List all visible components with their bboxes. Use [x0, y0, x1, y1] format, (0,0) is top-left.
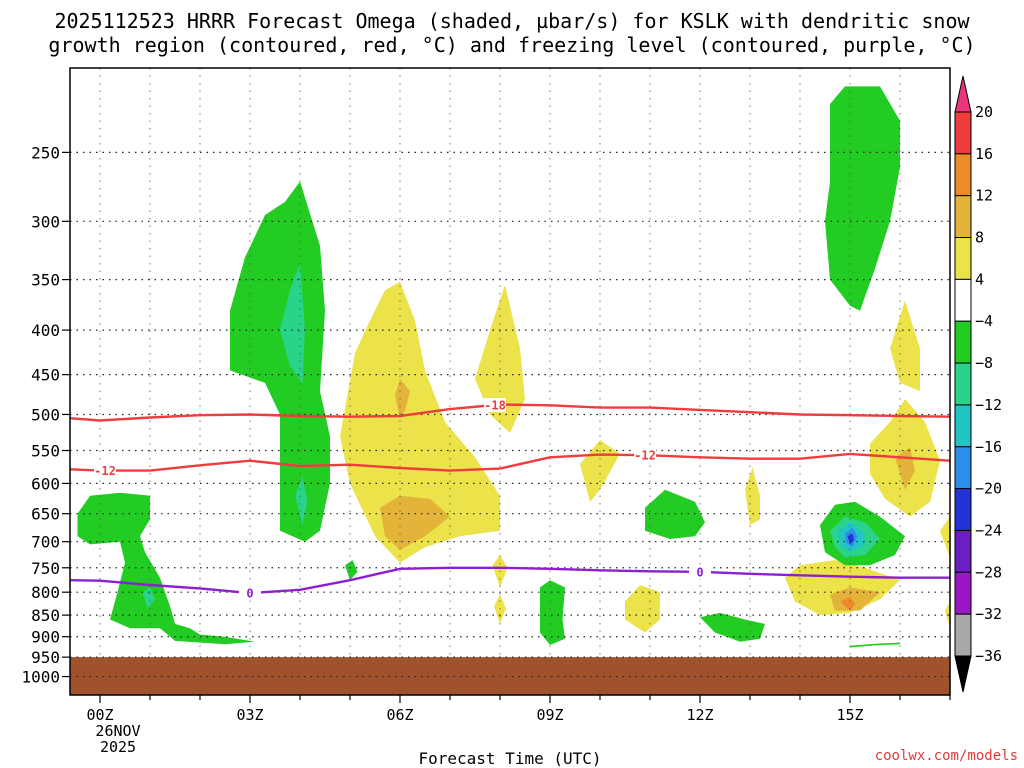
label-zero-a: 0 [246, 587, 253, 601]
omega-region-orange-15z-low [830, 587, 880, 611]
omega-region-green-05z [345, 560, 358, 581]
y-tick-label-800: 800 [31, 583, 60, 602]
colorbar-segment-6 [954, 320, 972, 364]
colorbar-label-1: 16 [975, 145, 993, 163]
y-tick-label-1000: 1000 [21, 668, 60, 687]
y-tick-label-500: 500 [31, 405, 60, 424]
omega-region-green-11z [645, 489, 705, 539]
colorbar-label-4: 4 [975, 270, 984, 288]
colorbar-label-6: −8 [975, 354, 993, 372]
x-axis-label: Forecast Time (UTC) [418, 749, 601, 768]
y-tick-label-900: 900 [31, 628, 60, 647]
colorbar-label-13: −36 [975, 647, 1002, 665]
y-tick-label-750: 750 [31, 559, 60, 578]
x-tick-label-03Z: 03Z [236, 706, 263, 724]
colorbar-label-2: 12 [975, 187, 993, 205]
y-tick-label-250: 250 [31, 143, 60, 162]
omega-region-cyan-00z [142, 587, 155, 609]
colorbar-segment-7 [954, 362, 972, 406]
label-zero-b-bg [689, 564, 711, 579]
dgz-minus12-line [70, 452, 950, 472]
footer-site: coolwx.com/models [875, 748, 1018, 764]
omega-region-yellow-17z-a [940, 516, 950, 558]
omega-region-yellow-11z [625, 585, 660, 633]
freezing-level-line [70, 566, 950, 595]
omega-region-green-00z [77, 492, 255, 645]
x-tick-label-06Z: 06Z [386, 706, 413, 724]
colorbar: 20 16 12 8 4 −4 −8 −12 −16 −20 −24 −28 −32 −36 [954, 75, 1002, 693]
omega-region-orange-06z-upper [395, 378, 410, 419]
omega-region-yellow-13z [745, 467, 760, 526]
colorbar-segment-3 [954, 195, 972, 239]
colorbar-segment-4 [954, 237, 972, 280]
chart-title-line-1: 2025112523 HRRR Forecast Omega (shaded, … [54, 9, 970, 33]
x-axis: 00Z 03Z 06Z 09Z 12Z 15Z [86, 695, 951, 724]
colorbar-label-8: −16 [975, 438, 1002, 456]
colorbar-label-11: −28 [975, 563, 1002, 581]
y-axis: 250 300 350 400 450 500 550 600 650 700 750 800 850 9… [21, 143, 70, 687]
x-date-day: 26NOV [95, 722, 140, 740]
colorbar-label-5: −4 [975, 312, 993, 330]
y-tick-label-700: 700 [31, 533, 60, 552]
label-minus18-bg [484, 397, 506, 412]
y-tick-label-350: 350 [31, 271, 60, 290]
x-date-year: 2025 [100, 738, 136, 756]
omega-region-darkblue-15z [847, 533, 854, 545]
plot-frame [69, 67, 951, 696]
omega-region-red-15z-low [840, 596, 855, 611]
y-tick-label-450: 450 [31, 366, 60, 385]
x-tick-label-09Z: 09Z [536, 706, 563, 724]
omega-region-yellow-col-06z [340, 281, 500, 563]
omega-region-green-15z-upper [825, 86, 900, 311]
colorbar-label-0: 20 [975, 103, 993, 121]
colorbar-label-10: −24 [975, 521, 1002, 539]
omega-region-yellow-16z-upper [890, 300, 920, 392]
omega-region-green-15z-sliver [850, 642, 900, 648]
y-tick-label-400: 400 [31, 321, 60, 340]
colorbar-label-9: −20 [975, 480, 1002, 498]
label-zero-a-bg [239, 586, 261, 601]
x-tick-label-00Z: 00Z [86, 706, 113, 724]
colorbar-segment-5 [954, 278, 972, 322]
label-minus12-a: -12 [94, 464, 116, 478]
omega-region-cyan-04z-upper [280, 263, 305, 383]
omega-region-yellow-08z [475, 285, 525, 433]
colorbar-segment-11 [954, 529, 972, 573]
label-zero-b: 0 [696, 565, 703, 579]
colorbar-label-3: 8 [975, 229, 984, 247]
x-tick-label-12Z: 12Z [686, 706, 713, 724]
colorbar-segment-10 [954, 488, 972, 531]
omega-region-yellow-15z-low [785, 560, 900, 616]
label-minus12-b: -12 [634, 449, 656, 463]
y-tick-label-300: 300 [31, 212, 60, 231]
colorbar-top-arrow [954, 75, 972, 113]
y-tick-label-600: 600 [31, 474, 60, 493]
omega-shading [77, 86, 950, 648]
ground-terrain [70, 657, 950, 695]
label-minus18: -18 [484, 398, 506, 412]
colorbar-segment-8 [954, 404, 972, 448]
colorbar-label-7: −12 [975, 396, 1002, 414]
colorbar-segment-13 [954, 613, 972, 657]
colorbar-label-12: −32 [975, 605, 1002, 623]
omega-region-orange-06z [380, 495, 450, 550]
x-tick-label-15Z: 15Z [836, 706, 863, 724]
label-minus12-b-bg [634, 448, 656, 463]
y-tick-label-850: 850 [31, 606, 60, 625]
colorbar-bottom-arrow [954, 655, 972, 693]
y-tick-label-650: 650 [31, 505, 60, 524]
omega-region-green-12z-low [700, 612, 765, 642]
y-tick-label-550: 550 [31, 442, 60, 461]
colorbar-segment-2 [954, 153, 972, 197]
colorbar-segment-12 [954, 571, 972, 615]
isotherm-lines: -18 -12 -12 0 0 [70, 397, 950, 601]
y-tick-label-950: 950 [31, 648, 60, 667]
colorbar-segment-1 [954, 111, 972, 155]
omega-region-green-04z [230, 181, 330, 542]
colorbar-segment-9 [954, 446, 972, 490]
label-minus12-a-bg [94, 463, 116, 478]
omega-region-green-09z [540, 580, 565, 645]
chart-title-line-2: growth region (contoured, red, °C) and f… [48, 33, 975, 57]
